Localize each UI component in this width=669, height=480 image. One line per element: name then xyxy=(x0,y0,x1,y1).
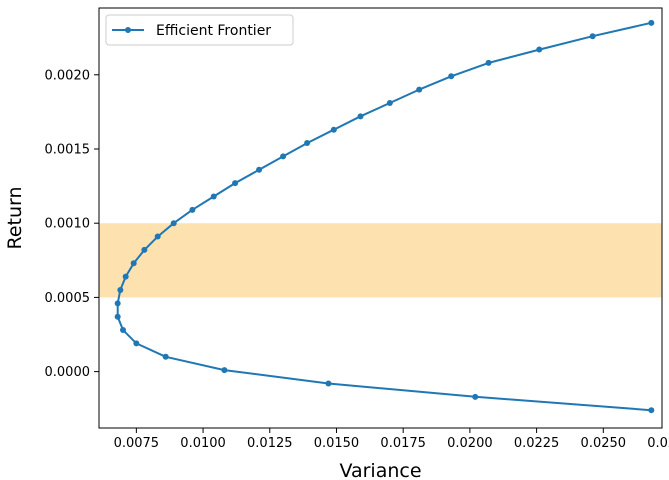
frontier-point xyxy=(130,260,137,267)
y-ticks: 0.0000 0.0005 0.0010 0.0015 0.0020 xyxy=(45,68,99,380)
frontier-point xyxy=(170,220,177,227)
frontier-point xyxy=(162,353,169,360)
x-axis-label: Variance xyxy=(339,460,421,480)
x-tick-label: 0.0275 xyxy=(647,436,669,451)
frontier-point xyxy=(154,233,161,240)
x-tick-label: 0.0125 xyxy=(247,436,293,451)
frontier-point xyxy=(357,113,364,120)
frontier-point xyxy=(325,380,332,387)
x-tick-label: 0.0225 xyxy=(514,436,560,451)
frontier-point xyxy=(256,166,263,173)
frontier-point xyxy=(122,273,129,280)
target-return-band xyxy=(99,223,662,298)
frontier-point xyxy=(386,99,393,106)
frontier-point xyxy=(589,33,596,40)
legend-box xyxy=(105,14,294,46)
legend-marker-swatch xyxy=(125,27,131,33)
y-tick-label: 0.0015 xyxy=(45,142,91,157)
legend-label: Efficient Frontier xyxy=(156,23,271,39)
frontier-point xyxy=(232,180,239,187)
frontier-point xyxy=(189,206,196,213)
x-ticks: 0.0075 0.0100 0.0125 0.0150 0.0175 0.0200 0.02… xyxy=(114,428,669,451)
x-tick-label: 0.0200 xyxy=(447,436,493,451)
frontier-point xyxy=(114,300,121,307)
x-tick-label: 0.0250 xyxy=(581,436,627,451)
frontier-point xyxy=(304,140,311,147)
frontier-point xyxy=(280,153,287,160)
x-tick-label: 0.0100 xyxy=(180,436,226,451)
legend: Efficient Frontier xyxy=(105,14,294,46)
shaded-band-layer xyxy=(99,223,662,298)
y-tick-label: 0.0020 xyxy=(45,68,91,83)
frontier-point xyxy=(221,367,228,374)
frontier-point xyxy=(114,313,121,320)
series-line-layer xyxy=(116,21,652,412)
efficient-frontier-line xyxy=(116,21,652,412)
frontier-point xyxy=(210,193,217,200)
frontier-point xyxy=(485,59,492,66)
frontier-point xyxy=(133,340,140,347)
plot-frame xyxy=(98,7,663,429)
frontier-point xyxy=(648,407,655,414)
y-tick-label: 0.0005 xyxy=(45,291,91,306)
frontier-point xyxy=(536,46,543,53)
frontier-point xyxy=(330,126,337,133)
x-tick-label: 0.0175 xyxy=(380,436,426,451)
x-tick-label: 0.0150 xyxy=(314,436,360,451)
y-axis-label: Return xyxy=(4,186,26,249)
frontier-point xyxy=(416,86,423,93)
frontier-point xyxy=(141,246,148,253)
frontier-point xyxy=(117,286,124,293)
frontier-point xyxy=(448,73,455,80)
frontier-point xyxy=(120,327,127,334)
y-tick-label: 0.0000 xyxy=(45,365,91,380)
frontier-point xyxy=(472,393,479,400)
frontier-point xyxy=(648,19,655,26)
series-marker-layer xyxy=(114,19,655,414)
y-tick-label: 0.0010 xyxy=(45,217,91,232)
x-tick-label: 0.0075 xyxy=(114,436,160,451)
